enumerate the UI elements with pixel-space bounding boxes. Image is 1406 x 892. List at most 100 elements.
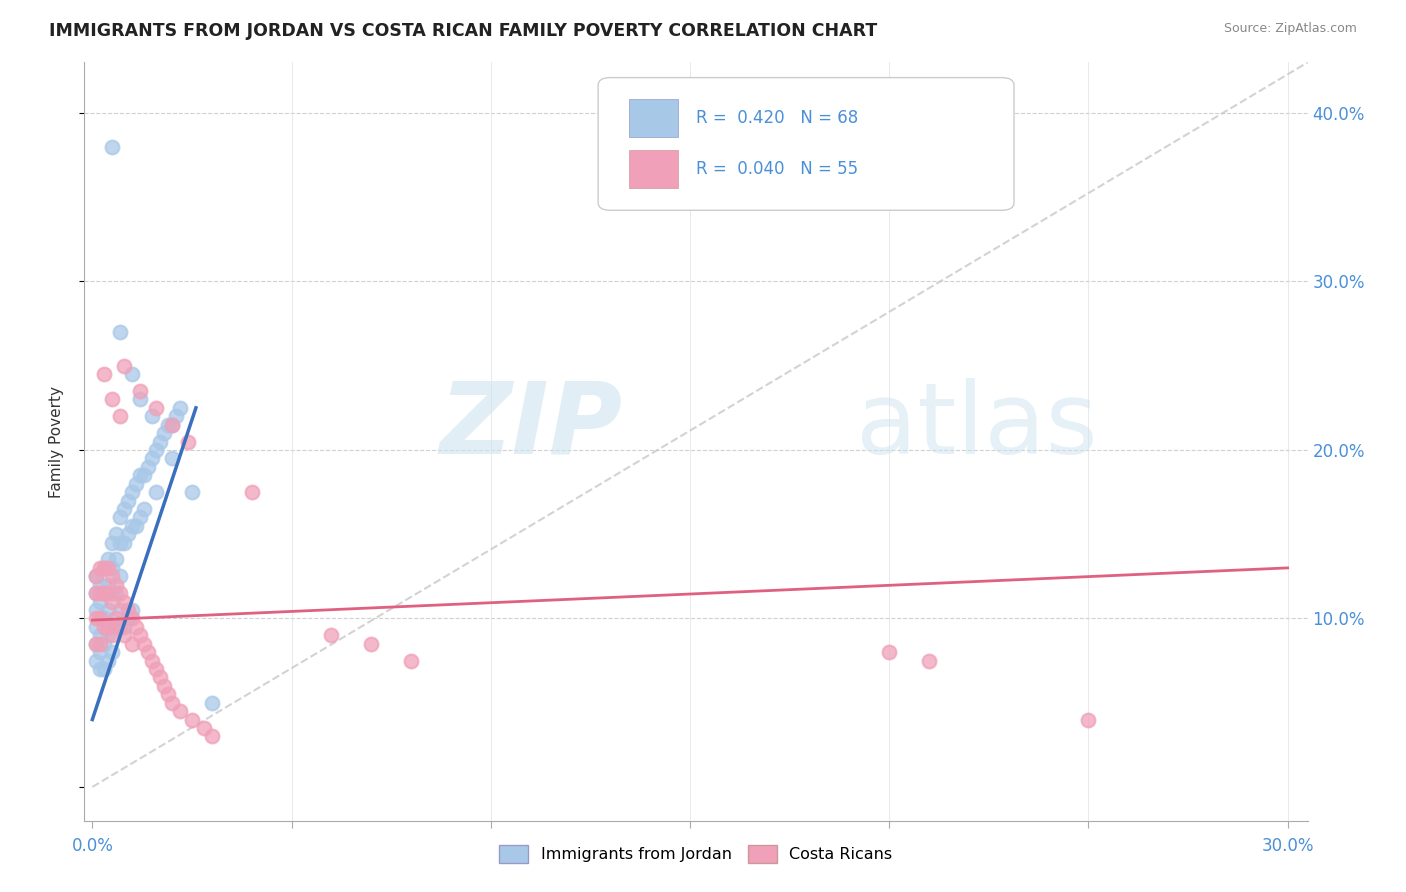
Point (201, 696, 224, 710)
Point (117, 493, 139, 508)
Point (141, 409, 163, 424)
Point (399, 654, 422, 668)
Point (125, 620, 148, 634)
Point (110, 603, 132, 617)
Point (101, 620, 124, 634)
Point (86, 586, 108, 600)
Point (141, 654, 163, 668)
Point (86, 586, 108, 600)
FancyBboxPatch shape (598, 78, 1014, 211)
Point (93, 561, 115, 575)
Point (93, 637, 115, 651)
Point (97, 561, 120, 575)
Point (121, 611, 143, 625)
Point (169, 401, 191, 415)
Point (110, 325, 132, 339)
Point (125, 518, 148, 533)
Point (145, 485, 167, 500)
Text: ZIP: ZIP (440, 378, 623, 475)
Point (110, 535, 132, 549)
Point (101, 561, 124, 575)
Point (93, 561, 115, 575)
Point (97, 654, 120, 668)
Point (149, 670, 172, 684)
Point (93, 662, 115, 676)
Point (101, 586, 124, 600)
Text: 0.0%: 0.0% (72, 838, 114, 855)
Point (101, 139, 124, 153)
Point (97, 552, 120, 566)
Text: R =  0.040   N = 55: R = 0.040 N = 55 (696, 160, 858, 178)
Point (157, 417, 180, 432)
Point (105, 578, 128, 592)
Point (201, 730, 224, 744)
Point (89, 594, 111, 608)
Point (110, 409, 132, 424)
Point (89, 628, 111, 642)
Point (193, 721, 215, 735)
Point (145, 442, 167, 457)
Point (97, 586, 120, 600)
Point (160, 451, 183, 466)
Point (101, 594, 124, 608)
Point (110, 510, 132, 524)
Point (93, 367, 115, 381)
Point (117, 527, 139, 541)
Text: IMMIGRANTS FROM JORDAN VS COSTA RICAN FAMILY POVERTY CORRELATION CHART: IMMIGRANTS FROM JORDAN VS COSTA RICAN FA… (49, 22, 877, 40)
Point (129, 510, 152, 524)
Point (101, 645, 124, 659)
Point (181, 485, 204, 500)
Point (149, 434, 172, 449)
Point (169, 704, 191, 718)
Point (110, 569, 132, 583)
Point (97, 628, 120, 642)
Point (97, 620, 120, 634)
Point (134, 468, 156, 483)
Point (86, 569, 108, 583)
Point (112, 359, 135, 373)
Point (129, 384, 152, 398)
Point (136, 459, 159, 474)
Point (89, 662, 111, 676)
Point (177, 434, 200, 449)
Point (121, 485, 143, 500)
Point (165, 409, 187, 424)
Point (129, 628, 152, 642)
Point (101, 569, 124, 583)
Point (93, 620, 115, 634)
Point (145, 401, 167, 415)
Point (89, 578, 111, 592)
Point (105, 586, 128, 600)
Point (101, 628, 124, 642)
Point (86, 603, 108, 617)
Point (360, 637, 382, 651)
Point (121, 367, 143, 381)
Point (89, 586, 111, 600)
Legend: Immigrants from Jordan, Costa Ricans: Immigrants from Jordan, Costa Ricans (494, 838, 898, 870)
Point (141, 451, 163, 466)
Point (93, 586, 115, 600)
Point (145, 662, 167, 676)
Point (89, 611, 111, 625)
Point (112, 628, 135, 642)
Text: R =  0.420   N = 68: R = 0.420 N = 68 (696, 109, 858, 127)
Point (110, 586, 132, 600)
Point (89, 645, 111, 659)
Point (86, 637, 108, 651)
Point (153, 426, 176, 441)
Text: 30.0%: 30.0% (1261, 838, 1315, 855)
Point (112, 594, 135, 608)
Point (918, 654, 941, 668)
Point (160, 696, 183, 710)
Point (112, 620, 135, 634)
Point (105, 620, 128, 634)
Bar (628, 150, 678, 187)
Point (105, 611, 128, 625)
Text: atlas: atlas (856, 378, 1098, 475)
Point (134, 502, 156, 516)
Point (121, 518, 143, 533)
Point (160, 417, 183, 432)
Point (1077, 713, 1099, 727)
Point (105, 527, 128, 541)
Point (89, 561, 111, 575)
